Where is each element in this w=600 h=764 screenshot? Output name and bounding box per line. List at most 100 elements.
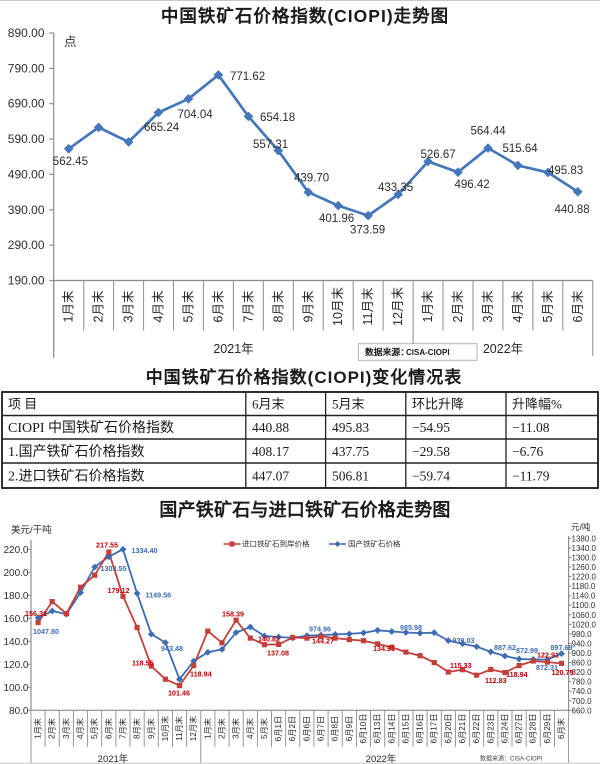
svg-text:6月末: 6月末 — [211, 290, 225, 322]
svg-text:1303.55: 1303.55 — [101, 564, 127, 573]
svg-text:进口铁矿石到岸价格: 进口铁矿石到岸价格 — [242, 539, 310, 549]
svg-text:6月末: 6月末 — [252, 397, 285, 412]
svg-text:6月21日: 6月21日 — [458, 713, 467, 743]
svg-text:872.99: 872.99 — [516, 646, 538, 655]
svg-text:506.81: 506.81 — [332, 468, 369, 483]
svg-text:120.75: 120.75 — [552, 668, 574, 677]
svg-text:665.24: 665.24 — [144, 122, 180, 134]
svg-text:1.国产铁矿石价格指数: 1.国产铁矿石价格指数 — [8, 444, 145, 460]
svg-text:7月末: 7月末 — [241, 290, 255, 322]
svg-text:5月末: 5月末 — [89, 718, 99, 739]
svg-text:6月8日: 6月8日 — [331, 716, 340, 741]
svg-text:1180.0: 1180.0 — [572, 582, 596, 591]
svg-text:118.55: 118.55 — [132, 659, 154, 668]
svg-text:6月末: 6月末 — [556, 718, 566, 739]
svg-text:6月29日: 6月29日 — [543, 713, 552, 743]
svg-text:179.12: 179.12 — [108, 586, 130, 595]
svg-text:11月末: 11月末 — [361, 287, 375, 325]
svg-text:9月末: 9月末 — [146, 718, 156, 739]
svg-text:6月末: 6月末 — [571, 290, 585, 322]
svg-text:10月末: 10月末 — [160, 716, 170, 741]
svg-text:564.44: 564.44 — [471, 126, 507, 138]
svg-text:−11.79: −11.79 — [512, 468, 550, 483]
svg-text:200.0: 200.0 — [3, 568, 28, 579]
svg-text:526.67: 526.67 — [421, 149, 456, 161]
svg-text:217.55: 217.55 — [96, 541, 118, 550]
svg-text:872.31: 872.31 — [536, 663, 558, 672]
svg-text:4月末: 4月末 — [245, 718, 255, 739]
svg-text:点: 点 — [64, 35, 77, 49]
svg-text:590.00: 590.00 — [8, 132, 45, 146]
svg-text:1060.0: 1060.0 — [572, 611, 597, 620]
svg-text:3月末: 3月末 — [61, 718, 71, 739]
svg-text:美元/干吨: 美元/干吨 — [11, 524, 52, 536]
svg-text:115.33: 115.33 — [450, 661, 472, 670]
svg-text:国产铁矿石与进口铁矿石价格走势图: 国产铁矿石与进口铁矿石价格走势图 — [159, 499, 450, 520]
svg-text:−6.76: −6.76 — [512, 444, 543, 459]
svg-text:943.48: 943.48 — [161, 644, 183, 653]
svg-text:118.94: 118.94 — [190, 670, 212, 679]
svg-text:890.00: 890.00 — [8, 26, 45, 40]
svg-text:120.0: 120.0 — [3, 660, 28, 671]
svg-text:158.39: 158.39 — [222, 610, 244, 619]
svg-text:2021年: 2021年 — [98, 753, 129, 764]
svg-text:887.62: 887.62 — [494, 643, 516, 652]
svg-text:140.82: 140.82 — [258, 635, 280, 644]
svg-text:4月末: 4月末 — [75, 718, 85, 739]
svg-text:134.91: 134.91 — [373, 644, 395, 653]
svg-text:12月末: 12月末 — [391, 287, 405, 326]
svg-text:6月2日: 6月2日 — [288, 716, 297, 741]
svg-text:数据来源：CISA-CIOPI: 数据来源：CISA-CIOPI — [480, 755, 543, 763]
svg-text:CISA-CIOPI: CISA-CIOPI — [406, 348, 450, 357]
svg-text:112.83: 112.83 — [485, 676, 507, 685]
svg-text:−59.74: −59.74 — [412, 468, 450, 483]
svg-text:180.0: 180.0 — [3, 591, 28, 602]
svg-text:1334.40: 1334.40 — [132, 546, 158, 555]
svg-text:985.98: 985.98 — [400, 623, 422, 632]
svg-text:700.0: 700.0 — [572, 697, 593, 706]
svg-text:1140.0: 1140.0 — [572, 592, 596, 601]
svg-text:数据来源：: 数据来源： — [364, 346, 409, 357]
svg-text:2022年: 2022年 — [483, 342, 523, 356]
svg-text:6月17日: 6月17日 — [430, 713, 439, 743]
svg-text:6月7日: 6月7日 — [317, 716, 326, 741]
svg-text:4月末: 4月末 — [152, 290, 166, 322]
svg-text:144.27: 144.27 — [312, 637, 334, 646]
svg-text:80.0: 80.0 — [9, 706, 29, 717]
svg-text:900.0: 900.0 — [572, 649, 593, 658]
svg-text:6月13日: 6月13日 — [373, 713, 382, 743]
svg-text:118.94: 118.94 — [506, 670, 528, 679]
svg-text:环比升降: 环比升降 — [412, 397, 464, 412]
svg-text:390.00: 390.00 — [8, 203, 45, 217]
svg-text:2021年: 2021年 — [213, 342, 253, 356]
svg-text:6月14日: 6月14日 — [387, 713, 396, 743]
svg-text:11月末: 11月末 — [174, 716, 184, 741]
svg-text:433.35: 433.35 — [378, 182, 413, 194]
svg-text:1149.56: 1149.56 — [146, 591, 172, 600]
svg-text:820.0: 820.0 — [572, 668, 593, 677]
svg-text:8月末: 8月末 — [271, 290, 285, 322]
svg-text:771.62: 771.62 — [230, 71, 265, 83]
svg-text:10月末: 10月末 — [331, 287, 345, 326]
svg-text:220.0: 220.0 — [3, 545, 28, 556]
svg-text:495.83: 495.83 — [548, 165, 583, 177]
svg-text:100.0: 100.0 — [3, 683, 28, 694]
svg-text:704.04: 704.04 — [178, 109, 214, 121]
svg-text:−54.95: −54.95 — [412, 420, 450, 435]
svg-text:6月9日: 6月9日 — [345, 716, 354, 741]
svg-text:12月末: 12月末 — [188, 716, 198, 741]
svg-text:447.07: 447.07 — [252, 468, 289, 483]
svg-text:2月末: 2月末 — [451, 290, 465, 322]
svg-text:495.83: 495.83 — [332, 420, 369, 435]
svg-text:6月10日: 6月10日 — [359, 713, 368, 743]
svg-text:101.46: 101.46 — [168, 689, 190, 698]
svg-text:6月15日: 6月15日 — [401, 713, 410, 743]
svg-text:6月27日: 6月27日 — [515, 713, 524, 743]
svg-text:490.00: 490.00 — [8, 167, 45, 181]
svg-text:122.91: 122.91 — [537, 651, 559, 660]
svg-text:7月末: 7月末 — [118, 718, 128, 739]
svg-text:496.42: 496.42 — [455, 179, 490, 191]
svg-text:6月28日: 6月28日 — [529, 713, 538, 743]
svg-text:2.进口铁矿石价格指数: 2.进口铁矿石价格指数 — [8, 468, 145, 484]
svg-text:−11.08: −11.08 — [512, 420, 550, 435]
